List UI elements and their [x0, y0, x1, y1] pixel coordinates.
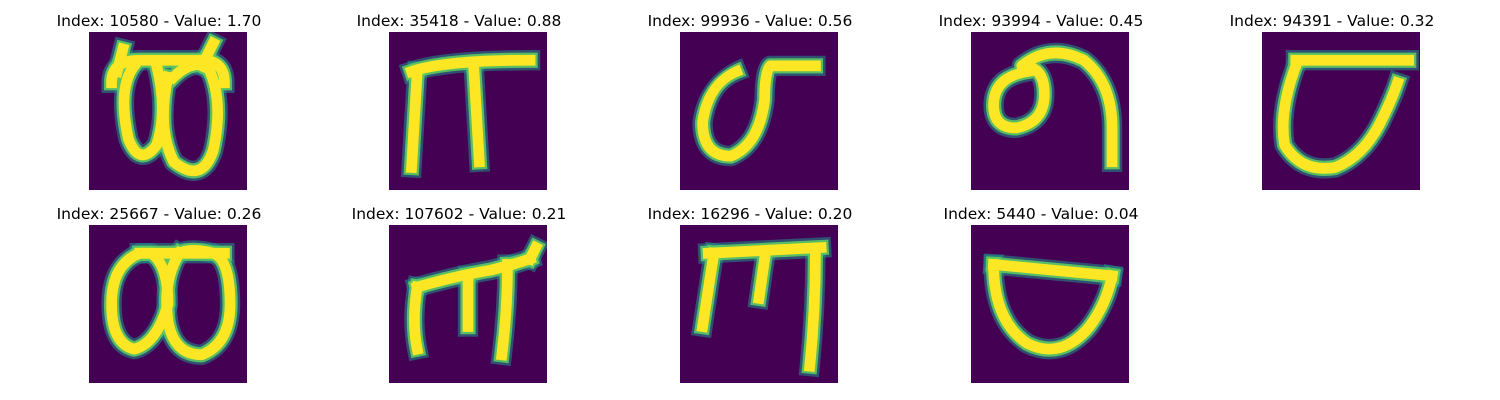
- glyph-stroke: [1277, 58, 1405, 174]
- panel-title: Index: 35418 - Value: 0.88: [356, 12, 562, 30]
- glyph-image-cup-with-top-bar: [1262, 32, 1420, 190]
- panel-5: Index: 94391 - Value: 0.32: [1187, 10, 1477, 200]
- glyph-image-pi-shape: [389, 32, 547, 190]
- panel-2: Index: 35418 - Value: 0.88: [314, 10, 604, 200]
- glyph-image-m-bar: [680, 225, 838, 383]
- glyph-stroke: [409, 280, 424, 356]
- glyph-stroke: [495, 259, 513, 361]
- glyph-image-double-loop-with-horns: [89, 32, 247, 190]
- glyph-stroke: [696, 247, 720, 333]
- glyph-stroke: [702, 241, 827, 259]
- glyph-stroke: [697, 60, 821, 162]
- glyph-stroke: [410, 252, 537, 294]
- glyph-stroke: [522, 240, 543, 267]
- panel-8: Index: 16296 - Value: 0.20: [605, 203, 895, 393]
- panel-6: Index: 25667 - Value: 0.26: [14, 203, 304, 393]
- panel-9: Index: 5440 - Value: 0.04: [896, 203, 1186, 393]
- glyph-stroke: [987, 258, 1118, 282]
- glyph-stroke: [194, 36, 221, 74]
- panel-title: Index: 93994 - Value: 0.45: [938, 12, 1144, 30]
- glyph-image-loop-with-hook: [971, 32, 1129, 190]
- panel-3: Index: 99936 - Value: 0.56: [605, 10, 895, 200]
- glyph-image-three-leg-bar: [389, 225, 547, 383]
- glyph-image-loop-with-top-bar: [680, 32, 838, 190]
- panel-title: Index: 107602 - Value: 0.21: [351, 205, 567, 223]
- panel-title: Index: 99936 - Value: 0.56: [647, 12, 853, 30]
- panel-4: Index: 93994 - Value: 0.45: [896, 10, 1186, 200]
- panel-1: Index: 10580 - Value: 1.70: [14, 10, 304, 200]
- glyph-stroke: [110, 42, 130, 79]
- glyph-stroke: [988, 47, 1118, 168]
- panel-title: Index: 16296 - Value: 0.20: [647, 205, 853, 223]
- panel-title: Index: 94391 - Value: 0.32: [1229, 12, 1435, 30]
- glyph-image-double-loop: [89, 225, 247, 383]
- glyph-stroke: [467, 60, 485, 168]
- glyph-stroke: [803, 247, 821, 372]
- panel-title: Index: 5440 - Value: 0.04: [943, 205, 1139, 223]
- glyph-image-bowl-with-lid: [971, 225, 1129, 383]
- glyph-stroke: [405, 65, 423, 174]
- panel-7: Index: 107602 - Value: 0.21: [314, 203, 604, 393]
- glyph-stroke: [988, 259, 1119, 355]
- glyph-stroke: [752, 252, 771, 305]
- panel-title: Index: 25667 - Value: 0.26: [56, 205, 262, 223]
- panel-title: Index: 10580 - Value: 1.70: [56, 12, 262, 30]
